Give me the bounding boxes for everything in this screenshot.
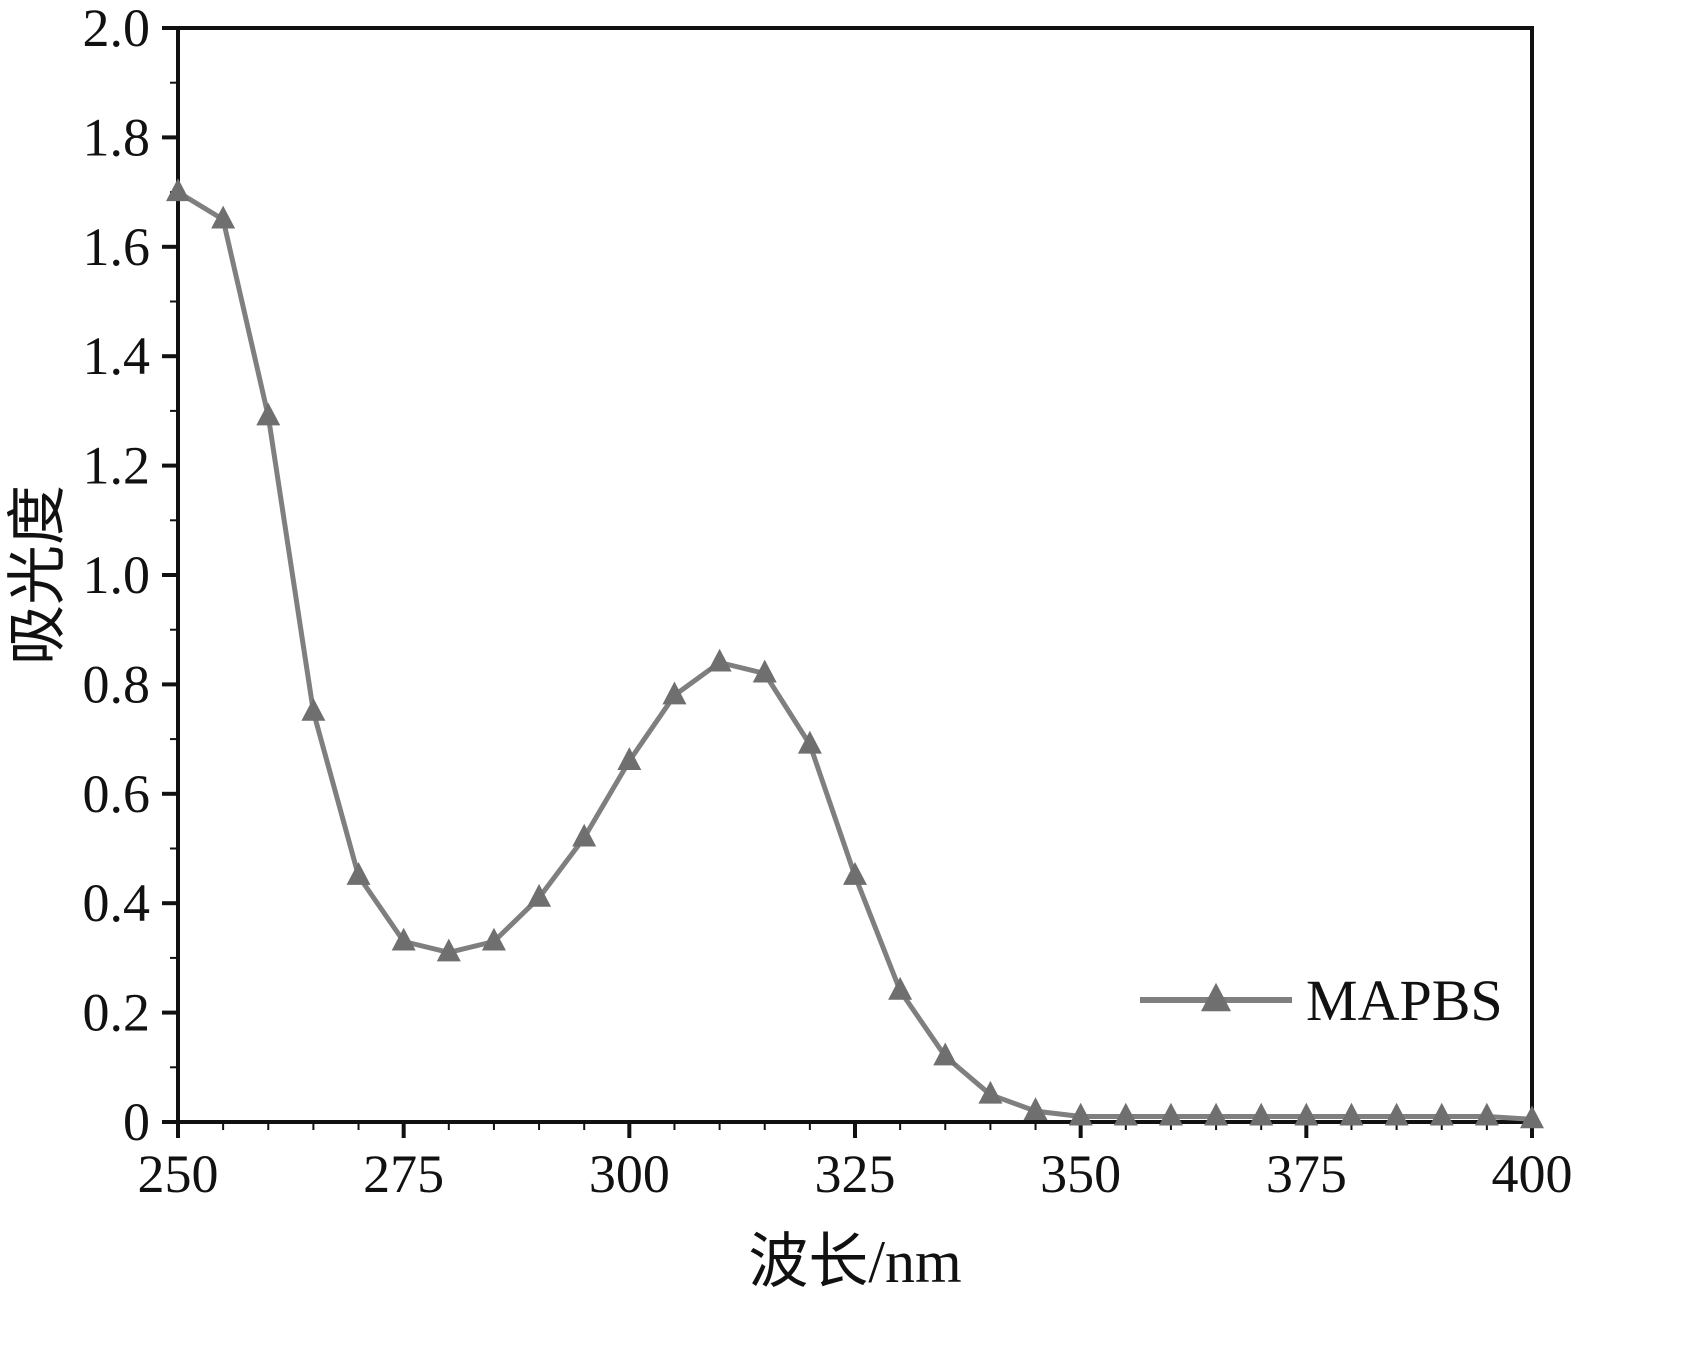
y-tick-label: 0.2 xyxy=(83,983,151,1043)
y-tick-label: 0 xyxy=(123,1092,150,1152)
x-tick-label: 400 xyxy=(1492,1144,1573,1204)
series-marker-triangle xyxy=(1249,1102,1274,1126)
series-marker-triangle xyxy=(707,648,732,672)
y-tick-label: 1.8 xyxy=(83,107,151,167)
series-marker-triangle xyxy=(1429,1102,1454,1126)
series-marker-triangle xyxy=(978,1080,1003,1104)
series-marker-triangle xyxy=(1474,1102,1499,1126)
series-marker-triangle xyxy=(1113,1102,1138,1126)
series-marker-triangle xyxy=(843,862,867,885)
x-tick-label: 350 xyxy=(1040,1144,1121,1204)
x-tick-label: 375 xyxy=(1266,1144,1347,1204)
series-marker-triangle xyxy=(1294,1102,1319,1126)
series-marker-triangle xyxy=(1158,1102,1183,1126)
series-marker-triangle xyxy=(752,659,777,683)
y-tick-label: 2.0 xyxy=(83,0,151,58)
legend-marker-triangle xyxy=(1201,982,1231,1012)
series-marker-triangle xyxy=(256,402,281,426)
y-axis-label: 吸光度 xyxy=(5,485,71,665)
series-marker-triangle xyxy=(1520,1105,1544,1129)
series-marker-triangle xyxy=(797,730,822,754)
series-marker-triangle xyxy=(1339,1102,1364,1126)
plot-frame xyxy=(176,26,1534,1124)
x-axis-label: 波长/nm xyxy=(748,1229,961,1295)
series-marker-triangle xyxy=(1068,1102,1093,1126)
x-tick-label: 325 xyxy=(815,1144,896,1204)
series-marker-triangle xyxy=(436,938,461,962)
series-marker-triangle xyxy=(572,823,597,847)
series-marker-triangle xyxy=(346,862,371,885)
series-marker-triangle xyxy=(888,976,913,1000)
legend-label: MAPBS xyxy=(1306,968,1503,1033)
y-tick-label: 1.4 xyxy=(83,326,151,386)
series-marker-triangle xyxy=(1023,1097,1048,1121)
y-tick-label: 1.6 xyxy=(83,217,151,277)
series-marker-triangle xyxy=(391,927,416,951)
series-marker-triangle xyxy=(211,205,236,229)
series-marker-triangle xyxy=(1384,1102,1409,1126)
x-tick-label: 250 xyxy=(138,1144,219,1204)
series-marker-triangle xyxy=(527,883,552,907)
y-tick-label: 0.6 xyxy=(83,764,151,824)
series-marker-triangle xyxy=(933,1042,958,1066)
series-marker-triangle xyxy=(617,747,642,770)
y-tick-label: 1.2 xyxy=(83,436,151,496)
y-tick-label: 0.8 xyxy=(83,654,151,714)
series-marker-triangle xyxy=(301,697,326,721)
series-marker-triangle xyxy=(166,178,190,202)
y-tick-label: 0.4 xyxy=(83,873,151,933)
series-marker-triangle xyxy=(662,681,687,705)
x-tick-label: 275 xyxy=(363,1144,444,1204)
series-marker-triangle xyxy=(1204,1102,1229,1126)
y-tick-label: 1.0 xyxy=(83,545,151,605)
x-tick-label: 300 xyxy=(589,1144,670,1204)
series-marker-triangle xyxy=(481,927,506,951)
